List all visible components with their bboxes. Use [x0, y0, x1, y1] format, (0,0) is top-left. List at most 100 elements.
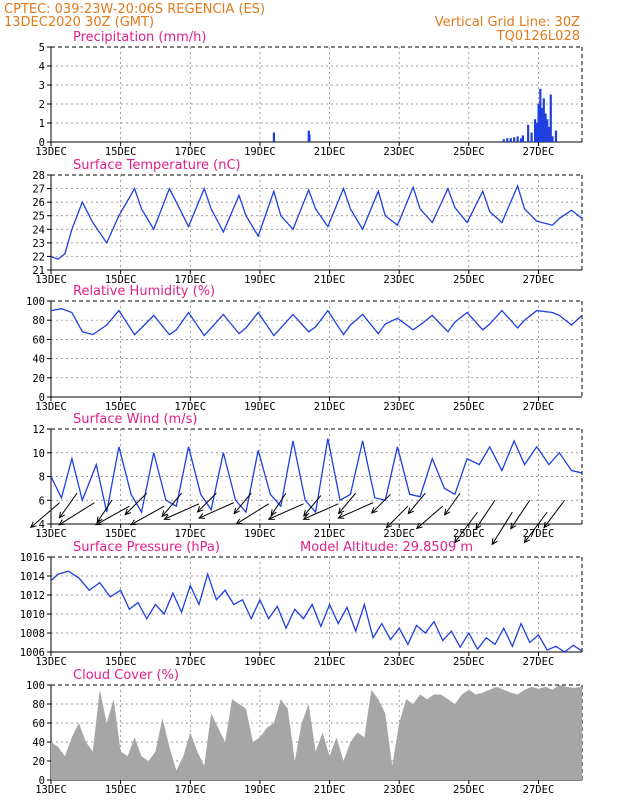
- wind-arrow-shaft: [197, 492, 217, 513]
- precip-ytick-label: 3: [39, 80, 45, 92]
- wind-arrow: [523, 511, 548, 544]
- wind-series-line: [50, 438, 583, 514]
- humidity-title: Relative Humidity (%): [73, 284, 215, 299]
- wind-xtick-label: 19DEC: [244, 528, 276, 540]
- wind-arrow-shaft: [444, 492, 461, 516]
- wind-ytick-label: 8: [39, 472, 45, 484]
- wind-arrow-head: [385, 521, 393, 529]
- wind-arrow-shaft: [407, 492, 426, 514]
- precip-xtick-label: 25DEC: [453, 146, 485, 158]
- temperature-ytick-label: 27: [32, 184, 45, 196]
- precip-bar: [509, 138, 512, 142]
- wind-arrow-shaft: [236, 503, 269, 525]
- temperature-xtick-label: 13DEC: [35, 274, 67, 286]
- precip-bar: [530, 132, 533, 142]
- precip-bar: [533, 119, 537, 142]
- temperature-ytick-label: 24: [32, 224, 45, 236]
- precip-bar: [502, 139, 505, 142]
- wind-arrow: [95, 505, 130, 526]
- humidity-ytick-label: 40: [32, 354, 45, 366]
- humidity-xtick-label: 25DEC: [453, 401, 485, 413]
- wind-ytick-label: 12: [32, 424, 45, 436]
- wind-arrow-shaft: [58, 502, 95, 526]
- wind-arrow-head: [523, 536, 530, 544]
- precip-bar: [547, 126, 551, 142]
- wind-arrow: [163, 503, 200, 520]
- wind-title: Surface Wind (m/s): [73, 412, 197, 427]
- wind-arrow-shaft: [523, 511, 548, 543]
- wind-arrow-head: [337, 507, 345, 515]
- wind-arrow-shaft: [454, 511, 478, 543]
- temperature-ytick-label: 26: [32, 197, 45, 209]
- precip-xtick-label: 19DEC: [244, 146, 276, 158]
- wind-arrow: [415, 505, 444, 530]
- temperature-xtick-label: 23DEC: [383, 274, 415, 286]
- temperature-xtick-label: 25DEC: [453, 274, 485, 286]
- wind-arrow-head: [129, 519, 137, 526]
- wind-arrow-shaft: [491, 511, 513, 545]
- precip-xtick-label: 15DEC: [105, 146, 137, 158]
- wind-arrow-shaft: [233, 492, 252, 514]
- cloud-ytick-label: 100: [26, 680, 45, 692]
- wind-arrow-shaft: [303, 495, 322, 517]
- wind-xtick-label: 23DEC: [383, 528, 415, 540]
- temperature-xtick-label: 15DEC: [105, 274, 137, 286]
- cloud-xtick-label: 21DEC: [314, 784, 346, 796]
- humidity-xtick-label: 23DEC: [383, 401, 415, 413]
- precip-ytick-label: 5: [39, 42, 45, 54]
- humidity-series-line: [50, 308, 583, 337]
- wind-arrow-head: [491, 538, 498, 546]
- precip-bar: [554, 130, 558, 142]
- cloud-xtick-label: 23DEC: [383, 784, 415, 796]
- cloud-ytick-label: 80: [32, 699, 45, 711]
- temperature-series-line: [50, 183, 583, 260]
- precip-xtick-label: 27DEC: [523, 146, 555, 158]
- precip-ytick-label: 0: [39, 137, 45, 149]
- wind-arrow-head: [337, 513, 345, 519]
- cloud-title: Cloud Cover (%): [73, 668, 179, 683]
- precip-bar: [527, 124, 530, 142]
- temperature-ytick-label: 25: [32, 211, 45, 223]
- humidity-xtick-label: 17DEC: [174, 401, 206, 413]
- cloud-ytick-label: 60: [32, 718, 45, 730]
- precip-bar: [542, 98, 545, 142]
- humidity-xtick-label: 15DEC: [105, 401, 137, 413]
- wind-arrow: [235, 503, 269, 525]
- wind-arrow-shaft: [30, 502, 61, 528]
- precip-bar: [544, 113, 547, 142]
- pressure-xtick-label: 27DEC: [523, 656, 555, 668]
- cloud-xtick-label: 25DEC: [453, 784, 485, 796]
- wind-arrow: [58, 502, 95, 526]
- wind-arrow: [161, 492, 182, 518]
- temperature-xtick-label: 27DEC: [523, 274, 555, 286]
- wind-arrow: [475, 499, 496, 530]
- wind-arrow-shaft: [303, 503, 339, 520]
- temperature-ytick-label: 21: [32, 265, 45, 277]
- wind-arrow: [543, 499, 565, 529]
- pressure-xtick-label: 19DEC: [244, 656, 276, 668]
- pressure-xtick-label: 17DEC: [174, 656, 206, 668]
- wind-arrow-shaft: [416, 505, 444, 529]
- precip-ytick-label: 1: [39, 118, 45, 130]
- wind-arrow-head: [196, 506, 204, 513]
- wind-arrow-shaft: [59, 492, 78, 519]
- pressure-xtick-label: 21DEC: [314, 656, 346, 668]
- wind-ytick-label: 6: [39, 495, 45, 507]
- panel-humidity: 0 20 40 60 80 100 13DEC 15DEC 17DEC 19DEC 21DEC 23D…: [26, 284, 583, 413]
- cloud-xtick-label: 13DEC: [35, 784, 67, 796]
- wind-arrow-shaft: [96, 499, 113, 523]
- precip-bar: [308, 134, 311, 142]
- wind-arrow: [510, 499, 531, 530]
- wind-xtick-label: 13DEC: [35, 528, 67, 540]
- wind-arrow: [337, 502, 374, 519]
- wind-arrow-head: [161, 510, 168, 518]
- humidity-xtick-label: 13DEC: [35, 401, 67, 413]
- temperature-ytick-label: 23: [32, 238, 45, 250]
- wind-arrow: [233, 492, 252, 515]
- wind-arrow-shaft: [270, 492, 287, 516]
- pressure-xtick-label: 13DEC: [35, 656, 67, 668]
- pressure-ytick-label: 1008: [20, 628, 45, 640]
- wind-arrow-head: [58, 519, 66, 526]
- precip-bar: [521, 135, 525, 142]
